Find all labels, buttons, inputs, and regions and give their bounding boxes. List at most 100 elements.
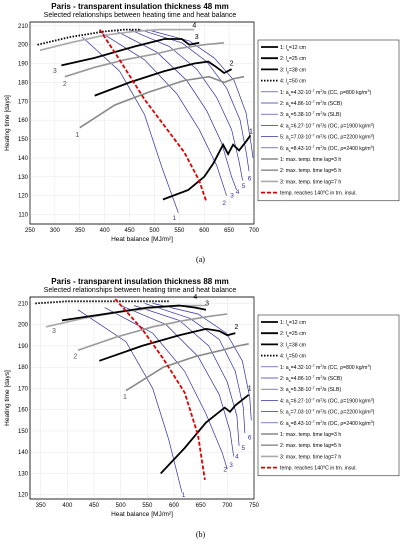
figure-panel-a: Paris - transparent insulation thickness… (4, 2, 400, 264)
curve-label: 1 (248, 386, 252, 393)
y-axis-label: Heating time [days] (4, 95, 11, 151)
diffusivity-label: 6 (248, 176, 252, 183)
y-tick-label: 140 (18, 450, 29, 456)
diffusivity-label: 3 (230, 193, 234, 200)
legend-entry-l2: 2: ls=25 cm (280, 56, 306, 63)
legend-entry-t3: 3: max. temp. time lag=7 h (280, 454, 341, 460)
y-tick-label: 160 (18, 118, 29, 124)
diffusivity-series-line (139, 29, 250, 172)
y-tick-label: 190 (18, 344, 29, 350)
legend-entry-a4: 4: as=6.27·10-7 m2/s (OC, ρ=1900 kg/m3) (280, 122, 375, 130)
y-tick-label: 130 (18, 471, 29, 477)
timelag-series-line (64, 42, 225, 78)
legend-entry-a3: 3: as=5.38·10-7 m2/s (SLB) (280, 111, 341, 119)
y-tick-label: 130 (18, 175, 29, 181)
thickness-series-line (99, 327, 236, 362)
y-tick-label: 110 (18, 213, 28, 219)
diffusivity-label: 2 (223, 466, 227, 473)
legend-box (257, 314, 400, 477)
diffusivity-series-line (129, 29, 243, 181)
x-axis-label: Heat balance [MJ/m²] (111, 511, 173, 518)
curve-label: 3 (195, 34, 199, 41)
curve-label: 1 (75, 132, 79, 139)
legend-entry-a3: 3: as=5.38·10-7 m2/s (SLB) (280, 386, 341, 394)
diffusivity-label: 4 (236, 189, 240, 196)
diffusivity-series-line (102, 33, 227, 196)
y-tick-label: 170 (18, 99, 29, 105)
curve-label: 3 (53, 68, 57, 75)
thickness-series-line (35, 300, 169, 305)
diffusivity-label: 1 (182, 492, 186, 499)
chart-svg-a: 250 300 350 400 450 500 550 600 650 700 110 120 130 1… (4, 21, 400, 243)
timelag-series-line (125, 343, 249, 392)
x-tick-label: 550 (142, 503, 153, 509)
y-axis-label: Heating time [days] (4, 370, 11, 426)
timelag-series-line (77, 313, 228, 351)
curve-label: 4 (193, 294, 197, 301)
y-tick-label: 200 (18, 323, 29, 329)
curve-label: 4 (192, 23, 196, 30)
curve-label: 3 (52, 328, 56, 335)
legend-entry-t2: 2: max. temp. time lag=5 h (280, 168, 341, 174)
diffusivity-label: 4 (235, 454, 239, 461)
x-tick-label: 500 (116, 503, 127, 509)
x-axis-label: Heat balance [MJ/m²] (111, 236, 173, 243)
y-tick-label: 180 (18, 80, 29, 86)
legend-entry-a2: 2: as=4.86·10-7 m2/s (SCB) (280, 100, 342, 108)
x-tick-label: 350 (36, 503, 47, 509)
x-tick-label: 700 (249, 228, 260, 234)
legend-entry-l1: 1: ls=12 cm (280, 45, 306, 52)
temperature-series-line (98, 29, 208, 202)
plot-area (29, 21, 255, 225)
legend-entry-a5: 5: as=7.03·10-7 m2/s (OC, ρ=2200 kg/m3) (280, 134, 375, 142)
legend-entry-a1: 1: as=4.32·10-7 m2/s (CC, ρ=800 kg/m3) (280, 364, 372, 372)
plot-frame (29, 296, 255, 500)
legend-entry-l3: 3: ls=38 cm (280, 67, 306, 74)
legend-entry-l3: 3: ls=38 cm (280, 342, 306, 349)
chart-subtitle-a: Selected relationships between heating t… (43, 12, 237, 19)
y-tick-label: 120 (18, 194, 29, 200)
y-tick-label: 140 (18, 156, 29, 162)
curve-label: 1 (123, 394, 127, 401)
legend-entry-t3: 3: max. temp. time lag=7 h (280, 179, 341, 185)
caption-a: (a) (196, 255, 205, 264)
x-tick-label: 600 (169, 503, 180, 509)
chart-svg-b: 350 400 450 500 550 600 650 700 750 120 130 140 150 1… (4, 294, 400, 518)
legend-entry-l2: 2: ls=25 cm (280, 331, 306, 338)
temperature-series-line (114, 298, 206, 481)
x-tick-label: 450 (125, 228, 136, 234)
timelag-series-line (39, 28, 195, 52)
y-tick-label: 200 (18, 43, 29, 49)
diffusivity-label: 5 (242, 445, 246, 452)
legend-box (257, 39, 400, 202)
curve-label: 1 (249, 128, 253, 135)
thickness-series-line (37, 28, 140, 46)
curve-label: 2 (73, 354, 77, 361)
diffusivity-series-line (144, 303, 246, 434)
y-tick-label: 180 (18, 365, 29, 371)
x-tick-label: 450 (89, 503, 100, 509)
x-tick-label: 400 (62, 503, 73, 509)
thickness-series-line (162, 134, 252, 201)
thickness-series-line (94, 60, 233, 97)
diffusivity-series-line (120, 305, 235, 457)
y-tick-label: 150 (18, 137, 29, 143)
thickness-series-line (160, 394, 250, 475)
x-tick-label: 550 (174, 228, 185, 234)
chart-title-b: Paris - transparent insulation thickness… (51, 277, 229, 286)
plot-frame (29, 21, 255, 225)
diffusivity-label: 6 (248, 434, 252, 441)
curve-label: 2 (63, 81, 67, 88)
y-tick-label: 150 (18, 429, 29, 435)
chart-subtitle-b: Selected relationships between heating t… (43, 287, 237, 294)
curve-label: 3 (205, 301, 209, 308)
diffusivity-series-line (116, 31, 237, 191)
x-tick-label: 500 (149, 228, 160, 234)
diffusivity-series-line (77, 309, 183, 493)
legend-entry-l4: 4: ls=50 cm (280, 79, 306, 86)
x-tick-label: 650 (196, 503, 207, 509)
legend-entry-a5: 5: as=7.03·10-7 m2/s (OC, ρ=2200 kg/m3) (280, 409, 375, 417)
legend-entry-tr: temp. reaches 140oC in trn. insul. (280, 190, 357, 197)
diffusivity-label: 1 (173, 215, 177, 222)
x-tick-label: 250 (25, 228, 36, 234)
